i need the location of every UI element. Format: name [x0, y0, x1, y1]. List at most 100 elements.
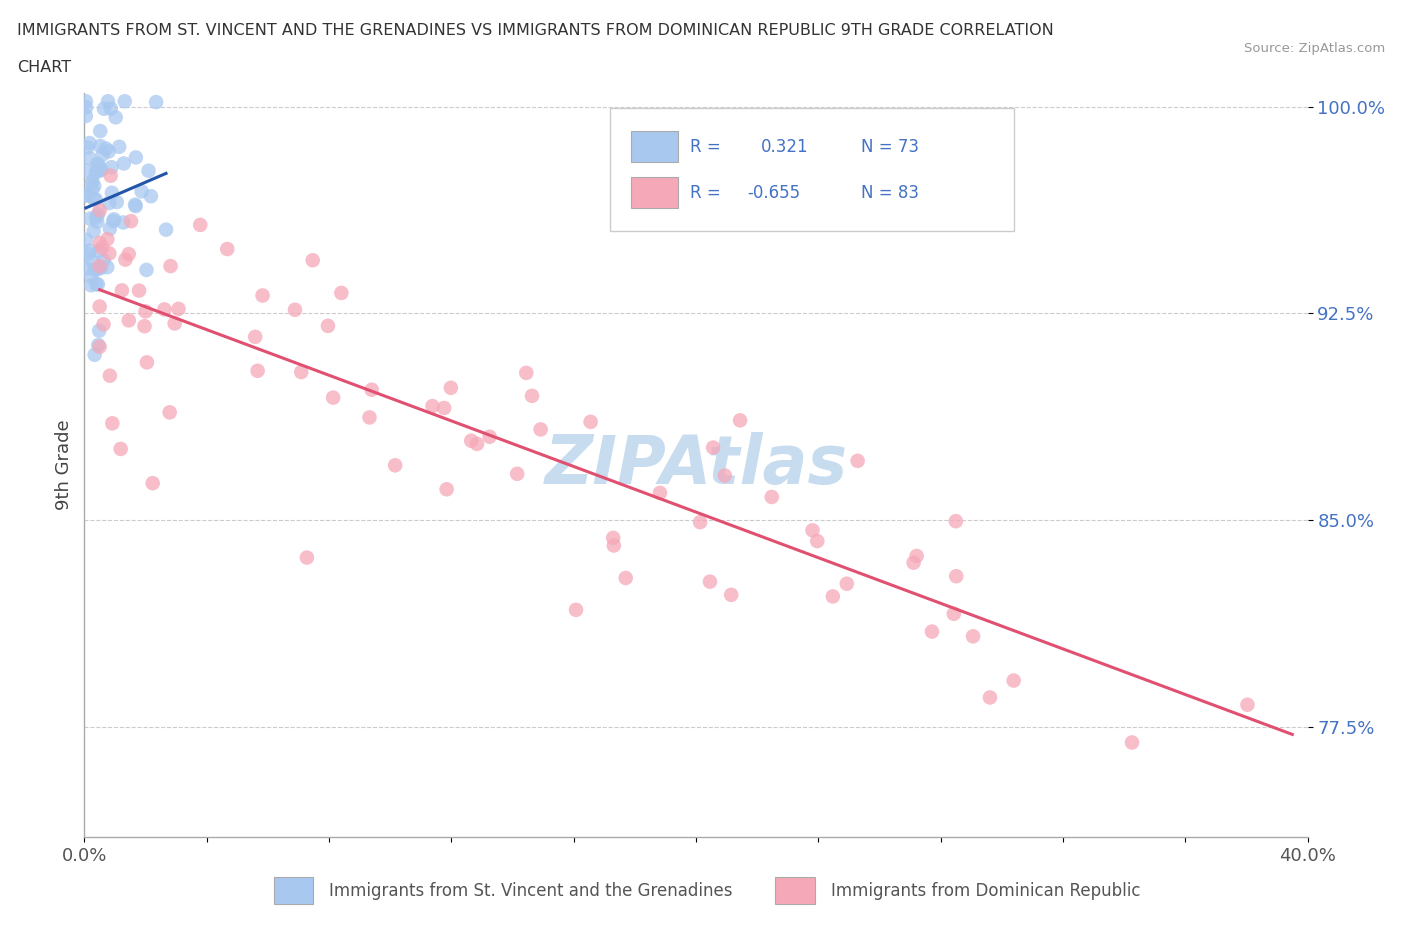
Point	[87, 277, 110, 292]
Text: N = 83: N = 83	[860, 184, 920, 203]
Point	[75, 163, 97, 178]
Point	[979, 690, 1001, 705]
Point	[138, 164, 160, 179]
Point	[87, 158, 110, 173]
Point	[433, 401, 456, 416]
Point	[125, 199, 148, 214]
Point	[84, 193, 107, 207]
Point	[86, 156, 108, 171]
Point	[322, 391, 344, 405]
Point	[520, 389, 543, 404]
Point	[962, 629, 984, 644]
Point	[120, 214, 142, 229]
Point	[330, 286, 353, 300]
Point	[134, 319, 156, 334]
Point	[103, 212, 125, 227]
Point	[93, 317, 115, 332]
Point	[110, 442, 132, 457]
Point	[93, 253, 115, 268]
Point	[84, 277, 107, 292]
Point	[89, 162, 111, 177]
Point	[80, 269, 103, 284]
Text: CHART: CHART	[17, 60, 70, 75]
Point	[728, 413, 751, 428]
Point	[163, 316, 186, 331]
Point	[465, 436, 488, 451]
Point	[142, 476, 165, 491]
Point	[702, 440, 724, 455]
Point	[108, 140, 131, 154]
Point	[124, 197, 146, 212]
Point	[94, 141, 117, 156]
Point	[82, 174, 104, 189]
Text: N = 73: N = 73	[860, 139, 920, 156]
Point	[89, 203, 111, 218]
Point	[295, 551, 318, 565]
Point	[579, 415, 602, 430]
Point	[89, 244, 111, 259]
Text: 0.321: 0.321	[761, 139, 808, 156]
Point	[75, 260, 97, 275]
Point	[112, 215, 135, 230]
Point	[602, 530, 624, 545]
Point	[125, 150, 148, 165]
Point	[118, 312, 141, 327]
Text: Immigrants from Dominican Republic: Immigrants from Dominican Republic	[831, 882, 1140, 899]
Text: ZIPAtlas: ZIPAtlas	[544, 432, 848, 498]
FancyBboxPatch shape	[631, 131, 678, 162]
Point	[530, 422, 553, 437]
Point	[83, 347, 105, 362]
Point	[139, 189, 162, 204]
Point	[128, 283, 150, 298]
Point	[903, 555, 925, 570]
Text: -0.655: -0.655	[748, 184, 800, 203]
Point	[75, 188, 97, 203]
FancyBboxPatch shape	[274, 877, 314, 904]
Text: Source: ZipAtlas.com: Source: ZipAtlas.com	[1244, 42, 1385, 55]
Point	[159, 405, 181, 419]
Point	[1121, 735, 1143, 750]
Point	[90, 163, 112, 178]
Point	[100, 101, 122, 116]
Point	[97, 195, 120, 210]
Point	[806, 534, 828, 549]
Point	[91, 147, 114, 162]
Point	[98, 221, 121, 236]
Point	[97, 94, 120, 109]
Point	[75, 109, 97, 124]
Point	[252, 288, 274, 303]
Point	[436, 482, 458, 497]
Point	[77, 246, 100, 261]
Point	[114, 252, 136, 267]
Point	[905, 549, 928, 564]
Point	[86, 214, 108, 229]
Point	[90, 260, 112, 275]
Text: IMMIGRANTS FROM ST. VINCENT AND THE GRENADINES VS IMMIGRANTS FROM DOMINICAN REPU: IMMIGRANTS FROM ST. VINCENT AND THE GREN…	[17, 23, 1053, 38]
Point	[135, 304, 157, 319]
Point	[83, 224, 105, 239]
Point	[945, 513, 967, 528]
Point	[84, 210, 107, 225]
Point	[945, 569, 967, 584]
Point	[87, 206, 110, 221]
Point	[188, 218, 211, 232]
Point	[105, 194, 128, 209]
FancyBboxPatch shape	[610, 108, 1014, 231]
Point	[83, 192, 105, 206]
Point	[1236, 698, 1258, 712]
Point	[93, 101, 115, 116]
Point	[131, 184, 153, 199]
Point	[86, 164, 108, 179]
Point	[86, 262, 108, 277]
Point	[460, 433, 482, 448]
Point	[89, 259, 111, 273]
Point	[76, 188, 98, 203]
Point	[79, 136, 101, 151]
Point	[316, 318, 339, 333]
Point	[422, 399, 444, 414]
Point	[91, 240, 114, 255]
Point	[118, 246, 141, 261]
Point	[942, 606, 965, 621]
Point	[89, 299, 111, 314]
Point	[104, 110, 127, 125]
